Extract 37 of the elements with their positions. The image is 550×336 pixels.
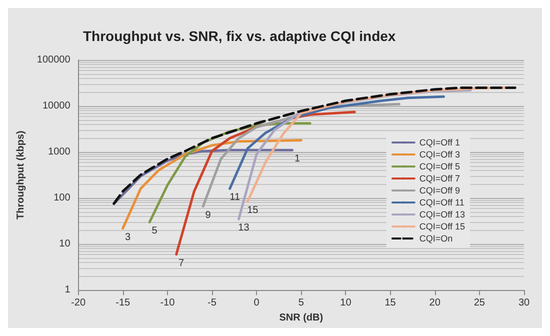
x-tick-label: 10 (340, 298, 352, 309)
legend-label: CQI=On (419, 234, 453, 244)
legend-label: CQI=Off 3 (419, 150, 460, 160)
annotation: 5 (152, 226, 158, 237)
annotation: 13 (238, 222, 250, 234)
y-tick-label: 1 (64, 284, 71, 296)
legend-label: CQI=Off 15 (419, 222, 466, 232)
legend-label: CQI=Off 1 (419, 138, 460, 148)
y-tick-label: 100 (54, 192, 71, 204)
annotation: 3 (125, 232, 132, 243)
legend-label: CQI=Off 13 (419, 210, 466, 220)
annotation: 11 (230, 192, 240, 204)
x-tick-label: -10 (160, 298, 176, 309)
legend-label: CQI=Off 11 (419, 198, 464, 208)
x-axis-title: SNR (dB) (279, 312, 324, 324)
y-tick-label: 1000 (48, 146, 71, 158)
y-tick-label: 10000 (42, 100, 71, 112)
legend-label: CQI=Off 7 (419, 174, 460, 184)
legend-label: CQI=Off 9 (419, 186, 460, 196)
x-tick-label: -5 (208, 298, 217, 309)
annotation: 7 (178, 258, 185, 269)
x-tick-label: -20 (71, 298, 86, 309)
chart-title: Throughput vs. SNR, fix vs. adaptive CQI index (83, 28, 396, 44)
x-tick-label: 25 (474, 298, 486, 309)
x-tick-label: 30 (518, 298, 530, 309)
annotation: 1 (294, 154, 300, 165)
x-tick-label: 5 (298, 298, 304, 309)
y-tick-label: 100000 (36, 54, 71, 66)
legend-label: CQI=Off 5 (419, 162, 460, 172)
y-axis-title: Throughput (kbps) (16, 130, 26, 220)
x-tick-label: 15 (384, 298, 396, 309)
annotation: 9 (205, 210, 212, 221)
x-tick-label: -15 (116, 298, 131, 309)
y-tick-label: 10 (59, 238, 71, 250)
x-tick-label: 0 (254, 298, 260, 309)
x-tick-label: 20 (429, 298, 441, 309)
annotation: 15 (247, 205, 259, 216)
